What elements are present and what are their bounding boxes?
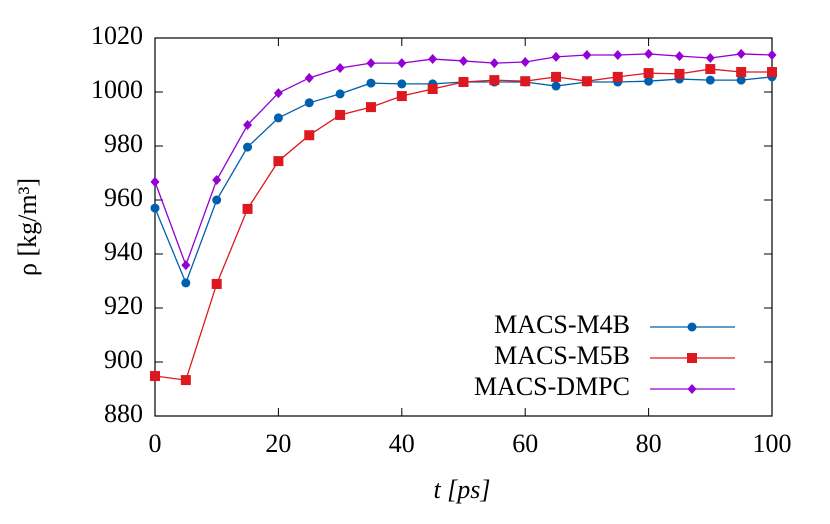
marker — [674, 68, 685, 79]
marker — [181, 260, 191, 271]
marker — [396, 91, 407, 102]
series-line — [154, 68, 772, 381]
x-tick-label: 80 — [636, 429, 662, 458]
marker — [551, 71, 562, 82]
marker — [705, 64, 716, 75]
marker — [687, 322, 697, 332]
marker — [365, 102, 376, 113]
marker — [150, 203, 160, 213]
x-tick-label: 0 — [149, 429, 162, 458]
marker — [428, 54, 438, 65]
marker — [242, 203, 253, 214]
y-tick-label: 900 — [104, 345, 143, 374]
marker — [397, 79, 407, 89]
y-tick-label: 940 — [104, 237, 143, 266]
marker — [644, 48, 654, 59]
marker — [736, 48, 746, 59]
plot-frame — [154, 37, 773, 417]
marker — [366, 58, 376, 69]
marker — [304, 130, 315, 141]
marker — [520, 76, 531, 87]
marker — [304, 72, 314, 83]
marker — [397, 58, 407, 69]
y-tick-label: 980 — [104, 129, 143, 158]
marker — [335, 89, 345, 99]
marker — [705, 75, 715, 85]
legend-label: MACS-DMPC — [474, 372, 630, 401]
marker — [582, 50, 592, 61]
marker — [150, 176, 160, 187]
marker — [211, 278, 222, 289]
series-line — [154, 76, 773, 285]
marker — [644, 76, 654, 86]
y-axis-label: ρ [kg/m³] — [13, 178, 42, 276]
marker — [767, 50, 777, 61]
x-tick-label: 100 — [753, 429, 792, 458]
marker — [581, 76, 592, 87]
y-tick-label: 1020 — [91, 21, 143, 50]
marker — [335, 62, 345, 73]
marker — [243, 142, 253, 152]
marker — [551, 81, 561, 91]
marker — [335, 109, 346, 120]
marker — [687, 384, 697, 394]
marker — [613, 50, 623, 61]
x-axis-label: t [ps] — [433, 475, 490, 504]
x-tick-label: 20 — [265, 429, 291, 458]
marker — [150, 371, 160, 382]
marker — [243, 119, 253, 130]
y-tick-label: 1000 — [91, 75, 143, 104]
x-tick-label: 60 — [512, 429, 538, 458]
marker — [674, 51, 684, 62]
x-tick-label: 40 — [389, 429, 415, 458]
marker — [181, 278, 191, 288]
legend-label: MACS-M4B — [494, 310, 630, 339]
marker — [643, 68, 654, 79]
marker — [273, 156, 284, 167]
marker — [520, 57, 530, 68]
y-tick-label: 960 — [104, 183, 143, 212]
y-tick-label: 880 — [104, 399, 143, 428]
marker — [273, 113, 283, 123]
marker — [612, 71, 623, 82]
marker — [212, 175, 222, 186]
marker — [705, 52, 715, 63]
marker — [273, 88, 283, 99]
marker — [736, 67, 747, 78]
marker — [736, 75, 746, 85]
marker — [459, 55, 468, 66]
marker — [458, 77, 469, 88]
marker — [366, 78, 376, 88]
marker — [427, 84, 438, 95]
y-tick-label: 920 — [104, 291, 143, 320]
marker — [489, 58, 499, 69]
marker — [489, 75, 500, 86]
marker — [687, 353, 697, 363]
legend-label: MACS-M5B — [494, 341, 630, 370]
marker — [551, 51, 561, 62]
marker — [767, 67, 777, 78]
marker — [212, 195, 222, 205]
marker — [180, 375, 191, 386]
marker — [304, 98, 314, 108]
